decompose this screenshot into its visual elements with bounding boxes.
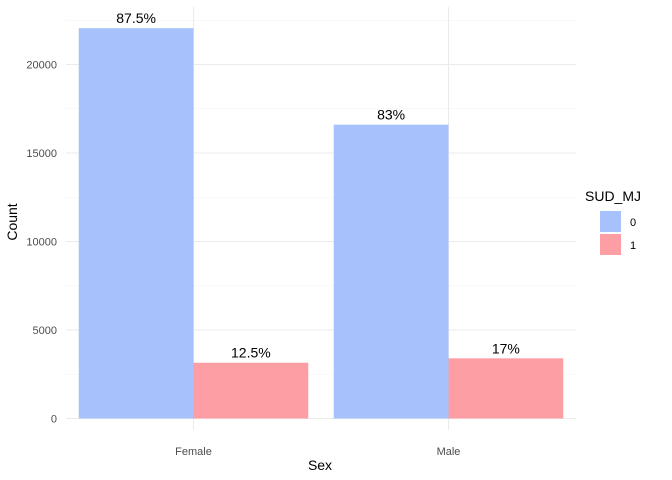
bars: [78, 28, 564, 419]
y-tick-label: 0: [51, 414, 57, 426]
y-tick-label: 10000: [26, 237, 57, 249]
legend-label-1: 1: [630, 240, 636, 252]
x-axis-title: Sex: [308, 457, 332, 473]
legend-key-0: [600, 211, 621, 232]
bar-female-0: [78, 28, 194, 419]
x-axis-ticks: Female Male: [175, 446, 460, 458]
bar-female-1: [193, 362, 309, 419]
x-tick-label: Female: [175, 446, 212, 458]
y-axis-ticks: 0 5000 10000 15000 20000: [26, 60, 57, 426]
bar-label-male-1: 17%: [492, 340, 520, 356]
y-tick-label: 5000: [33, 325, 57, 337]
bar-label-male-0: 83%: [377, 107, 405, 123]
y-tick-label: 15000: [26, 148, 57, 160]
legend-title: SUD_MJ: [585, 188, 641, 204]
bar-value-labels: 87.5% 12.5% 83% 17%: [116, 10, 520, 361]
bar-label-female-1: 12.5%: [231, 345, 271, 361]
bar-male-0: [333, 124, 449, 419]
legend: SUD_MJ 01: [585, 188, 641, 255]
y-tick-label: 20000: [26, 60, 57, 72]
x-tick-label: Male: [437, 446, 461, 458]
y-axis-title: Count: [4, 203, 20, 240]
legend-key-1: [600, 234, 621, 255]
bar-male-1: [448, 358, 564, 419]
legend-label-0: 0: [630, 217, 636, 229]
bar-label-female-0: 87.5%: [116, 10, 156, 26]
legend-items: 01: [600, 211, 636, 255]
